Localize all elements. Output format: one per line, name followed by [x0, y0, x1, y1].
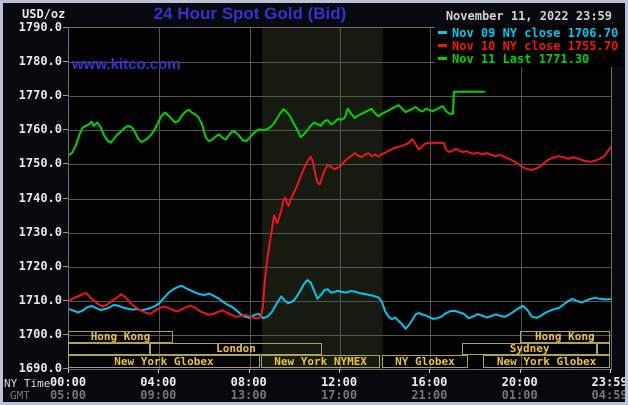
kitco-watermark-link[interactable]: www.kitco.com: [72, 56, 181, 73]
y-axis-tick: [63, 265, 68, 267]
x-axis-label-ny: 12:00: [320, 375, 358, 389]
y-axis-label: 1730.0: [18, 224, 62, 239]
session-label: New York Globex: [114, 354, 214, 368]
legend: Nov 09 NY close 1706.70 Nov 10 NY close 1…: [435, 26, 622, 67]
y-axis-label: 1690.0: [18, 361, 62, 375]
x-axis-label-ny: 20:00: [501, 375, 538, 389]
x-axis-label-gmt: 17:00: [320, 388, 358, 402]
y-axis-tick: [63, 129, 68, 131]
price-series-2: [69, 90, 486, 156]
session-box-london: London: [149, 342, 323, 355]
y-axis-label: 1780.0: [18, 54, 62, 69]
x-axis-tick: [520, 369, 521, 373]
y-axis-label: 1740.0: [18, 190, 62, 205]
x-axis-label-gmt: 04:59: [591, 388, 628, 402]
y-axis-tick: [63, 61, 68, 63]
y-axis-label: 1720.0: [18, 258, 62, 273]
legend-dash-icon: [438, 31, 447, 34]
x-axis-label-gmt: 13:00: [230, 388, 267, 402]
session-label: NY Globex: [395, 354, 455, 368]
x-axis-tick: [339, 369, 340, 373]
session-box: [68, 343, 150, 355]
y-axis-label: 1790.0: [18, 20, 62, 34]
legend-row: Nov 10 NY close 1755.70: [435, 40, 622, 53]
legend-label: Nov 10 NY close 1755.70: [452, 39, 619, 53]
x-axis-label-ny: 04:00: [140, 375, 177, 389]
session-box-ny-globex: NY Globex: [381, 354, 468, 368]
legend-label: Nov 09 NY close 1706.70: [452, 26, 619, 40]
y-axis-tick: [63, 163, 68, 165]
y-axis-label: 1770.0: [18, 88, 62, 103]
gridlines: [69, 28, 611, 369]
price-series-0: [69, 279, 611, 330]
session-label: Hong Kong: [90, 330, 151, 343]
ny-time-axis-caption: NY Time: [4, 377, 51, 390]
y-axis-tick: [63, 368, 68, 369]
chart-canvas: [69, 28, 611, 369]
session-box-new-york-globex: New York Globex: [483, 355, 610, 368]
x-axis-tick: [429, 369, 430, 373]
y-axis-tick: [63, 27, 68, 28]
legend-row: Nov 09 NY close 1706.70: [435, 27, 622, 40]
y-axis-tick: [63, 197, 68, 199]
y-axis-label: 1760.0: [18, 122, 62, 137]
x-axis-tick: [249, 369, 250, 373]
y-axis-label: 1700.0: [18, 326, 62, 341]
x-axis-label-ny: 23:59: [591, 375, 628, 389]
chart-datetime: November 11, 2022 23:59: [445, 9, 612, 23]
x-axis-label-ny: 08:00: [230, 375, 267, 389]
plot-area: [68, 27, 612, 370]
x-axis-tick: [68, 369, 69, 373]
nymex-session-band: [262, 28, 383, 369]
session-box: [597, 343, 610, 355]
session-label: New York Globex: [496, 354, 597, 368]
session-label: Sydney: [509, 342, 550, 355]
legend-label: Nov 11 Last 1771.30: [452, 52, 590, 66]
price-series-1: [69, 138, 611, 320]
y-axis-tick: [63, 95, 68, 97]
legend-row: Nov 11 Last 1771.30: [435, 53, 622, 66]
x-axis-label-gmt: 21:00: [411, 388, 448, 402]
x-axis-label-ny: 00:00: [49, 375, 87, 389]
y-axis-tick: [63, 333, 68, 335]
x-axis-tick: [158, 369, 159, 373]
session-label: London: [216, 342, 256, 355]
session-box-new-york-nymex: New York NYMEX: [261, 354, 381, 368]
session-box-sydney: Sydney: [462, 342, 598, 355]
legend-dash-icon: [438, 44, 447, 47]
y-axis-units-label: USD/oz: [22, 7, 66, 21]
y-axis-tick: [63, 231, 68, 233]
session-label: Hong Kong: [535, 330, 595, 343]
session-label: New York NYMEX: [274, 354, 367, 368]
session-box-new-york-globex: New York Globex: [68, 355, 260, 368]
y-axis-label: 1710.0: [18, 292, 62, 307]
x-axis-label-gmt: 09:00: [140, 388, 177, 402]
legend-dash-icon: [438, 57, 447, 60]
y-axis-tick: [63, 299, 68, 301]
chart-title: 24 Hour Spot Gold (Bid): [153, 4, 347, 23]
gmt-axis-caption: GMT: [10, 389, 30, 402]
x-axis-label-gmt: 01:00: [501, 388, 538, 402]
x-axis-tick: [610, 369, 611, 373]
x-axis-label-gmt: 05:00: [49, 388, 87, 402]
session-box-hong-kong: Hong Kong: [68, 331, 173, 343]
session-box-hong-kong: Hong Kong: [519, 330, 610, 343]
y-axis-label: 1750.0: [18, 156, 62, 171]
x-axis-label-ny: 16:00: [411, 375, 448, 389]
